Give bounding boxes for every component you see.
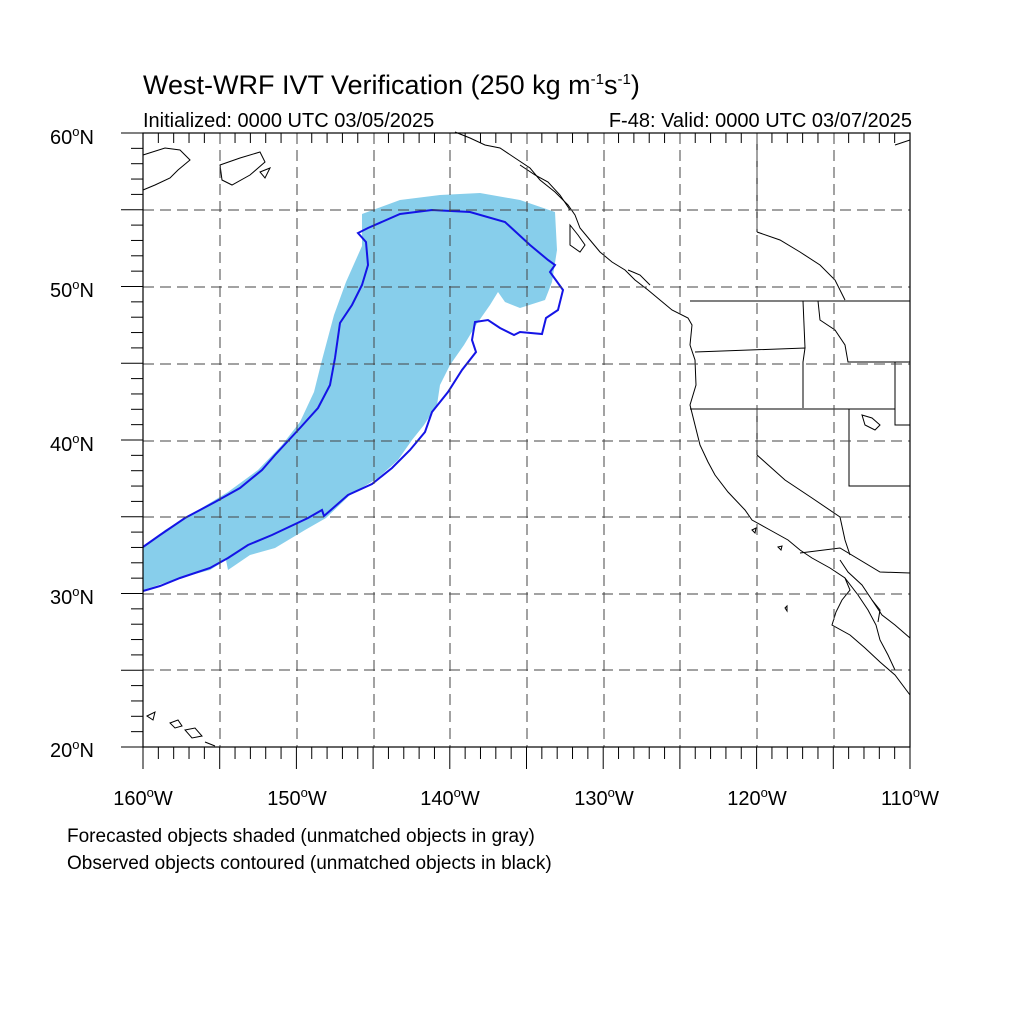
map-title: West-WRF IVT Verification (250 kg m-1s-1…	[143, 70, 640, 100]
initialized-time: Initialized: 0000 UTC 03/05/2025	[143, 110, 435, 132]
lon-label-110w: 110oW	[880, 785, 939, 810]
lon-label-140w: 140oW	[420, 785, 480, 810]
observed-legend-note: Observed objects contoured (unmatched ob…	[67, 853, 552, 874]
lat-label-40n: 40oN	[50, 431, 94, 456]
lon-label-130w: 130oW	[574, 785, 634, 810]
axis-ticks	[121, 132, 911, 769]
forecast-legend-note: Forecasted objects shaded (unmatched obj…	[67, 826, 535, 847]
lon-label-160w: 160oW	[113, 785, 173, 810]
observed-object-contour	[142, 208, 565, 592]
lat-label-60n: 60oN	[50, 124, 94, 149]
lon-label-120w: 120oW	[727, 785, 787, 810]
lat-label-20n: 20oN	[50, 737, 94, 762]
coastlines	[142, 131, 911, 747]
lat-label-50n: 50oN	[50, 277, 94, 302]
political-boundaries	[690, 133, 911, 574]
valid-time: F-48: Valid: 0000 UTC 03/07/2025	[608, 110, 912, 132]
graticule	[143, 133, 910, 747]
lon-label-150w: 150oW	[267, 785, 327, 810]
forecast-object-shaded	[143, 193, 557, 590]
lat-label-30n: 30oN	[50, 584, 94, 609]
